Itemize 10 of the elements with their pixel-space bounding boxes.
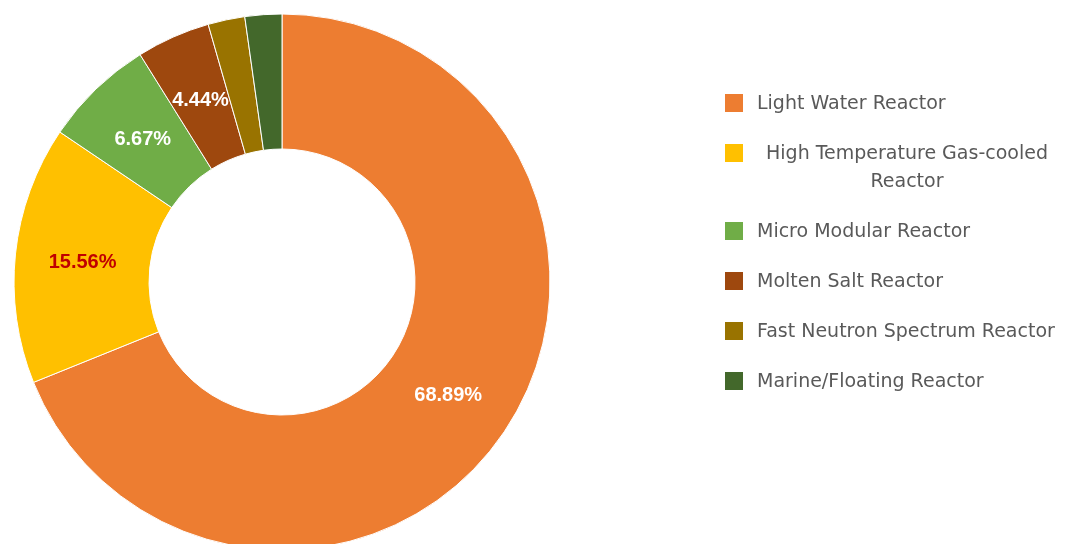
legend-label: High Temperature Gas-cooled Reactor — [765, 140, 1049, 193]
legend-label: Fast Neutron Spectrum Reactor — [757, 318, 1055, 343]
legend-label: Micro Modular Reactor — [757, 218, 971, 243]
legend-label: Molten Salt Reactor — [757, 268, 944, 293]
legend-label: Marine/Floating Reactor — [757, 368, 984, 393]
data-label: 15.56% — [48, 250, 117, 272]
data-label: 6.67% — [114, 126, 172, 149]
legend-label: Light Water Reactor — [757, 90, 946, 115]
data-label: 4.44% — [172, 87, 230, 110]
data-label: 68.89% — [414, 383, 483, 406]
